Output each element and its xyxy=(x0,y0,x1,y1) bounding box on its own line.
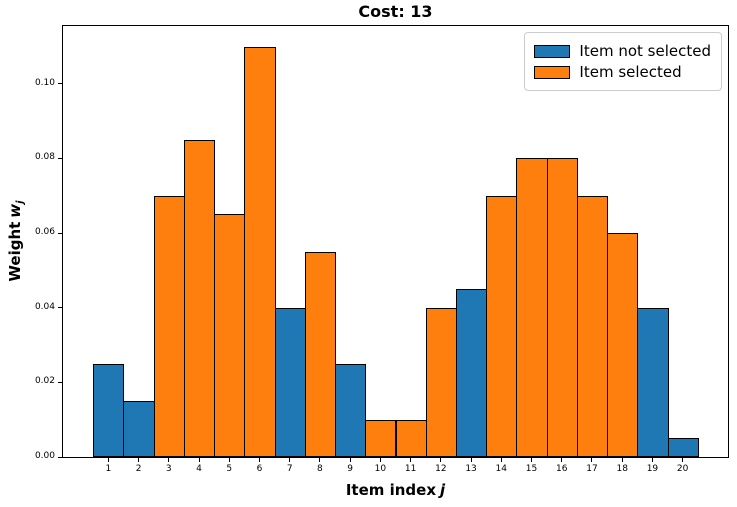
x-tick-label-17: 17 xyxy=(586,464,598,474)
y-tick-0.08 xyxy=(58,157,62,159)
x-tick-13 xyxy=(470,458,472,462)
bar-4 xyxy=(183,139,216,457)
y-tick-label-0.00: 0.00 xyxy=(34,451,55,461)
bar-5 xyxy=(214,214,246,457)
x-tick-8 xyxy=(319,458,321,462)
y-tick-label-0.06: 0.06 xyxy=(34,227,55,238)
x-tick-19 xyxy=(651,458,653,462)
x-tick-1 xyxy=(107,458,109,462)
x-axis-label: Item index j xyxy=(62,481,729,499)
bar-20 xyxy=(667,438,699,457)
bar-8 xyxy=(304,251,337,457)
y-tick-label-0.08: 0.08 xyxy=(34,152,55,163)
bar-7 xyxy=(274,307,306,457)
bar-15 xyxy=(516,158,548,457)
legend-item-selected: Item selected xyxy=(534,63,711,81)
y-tick-0.04 xyxy=(58,307,62,309)
legend-label-not-selected: Item not selected xyxy=(579,42,711,60)
bar-19 xyxy=(637,307,669,457)
x-tick-3 xyxy=(168,458,170,462)
x-tick-12 xyxy=(440,458,442,462)
x-tick-9 xyxy=(349,458,351,462)
y-tick-0.10 xyxy=(58,83,62,85)
y-axis-label: Weightwj xyxy=(6,200,26,281)
x-tick-2 xyxy=(138,458,140,462)
x-tick-5 xyxy=(228,458,230,462)
x-tick-18 xyxy=(621,458,623,462)
x-tick-label-13: 13 xyxy=(465,464,477,474)
x-tick-label-14: 14 xyxy=(495,464,507,474)
chart-title: Cost: 13 xyxy=(358,2,433,21)
y-tick-0.02 xyxy=(58,381,62,383)
legend-item-not-selected: Item not selected xyxy=(534,42,711,60)
bar-14 xyxy=(486,195,518,457)
x-axis-label-text: Item index xyxy=(345,481,437,499)
x-tick-10 xyxy=(379,458,381,462)
y-axis-label-var: w xyxy=(6,203,24,218)
x-tick-label-3: 3 xyxy=(165,464,172,474)
x-tick-label-2: 2 xyxy=(135,464,142,474)
legend-swatch-not-selected xyxy=(534,44,571,58)
legend-label-selected: Item selected xyxy=(579,63,682,81)
y-tick-0.06 xyxy=(58,232,62,234)
y-tick-label-0.04: 0.04 xyxy=(34,301,55,312)
bar-11 xyxy=(395,419,427,457)
x-tick-label-7: 7 xyxy=(286,464,293,474)
y-tick-0.00 xyxy=(58,456,62,458)
x-tick-label-19: 19 xyxy=(646,464,659,474)
x-tick-16 xyxy=(561,458,563,462)
bar-16 xyxy=(546,158,578,457)
y-tick-label-0.10: 0.10 xyxy=(34,77,55,88)
x-tick-14 xyxy=(500,458,502,462)
y-tick-label-0.02: 0.02 xyxy=(34,376,55,387)
y-axis-label-subscript: j xyxy=(15,200,26,204)
x-tick-label-5: 5 xyxy=(226,464,233,474)
bar-2 xyxy=(123,401,155,457)
x-tick-label-20: 20 xyxy=(676,464,689,474)
x-tick-label-16: 16 xyxy=(556,464,568,474)
bar-6 xyxy=(244,46,276,457)
bar-10 xyxy=(365,419,397,457)
x-axis-label-var: j xyxy=(440,481,446,499)
bar-3 xyxy=(153,195,185,457)
bar-18 xyxy=(607,233,639,457)
x-tick-label-10: 10 xyxy=(374,464,387,474)
x-tick-label-6: 6 xyxy=(256,464,263,474)
bar-12 xyxy=(425,307,457,457)
x-tick-label-15: 15 xyxy=(525,464,538,474)
x-tick-20 xyxy=(682,458,684,462)
legend-swatch-selected xyxy=(534,65,571,79)
x-tick-label-8: 8 xyxy=(317,464,323,474)
bar-17 xyxy=(576,195,609,457)
bar-1 xyxy=(93,363,125,457)
x-tick-7 xyxy=(289,458,291,462)
bar-9 xyxy=(335,363,367,457)
x-tick-17 xyxy=(591,458,593,462)
x-tick-label-9: 9 xyxy=(347,464,354,474)
x-tick-label-11: 11 xyxy=(404,464,417,474)
x-tick-label-12: 12 xyxy=(435,464,447,474)
x-tick-15 xyxy=(531,458,533,462)
x-tick-label-4: 4 xyxy=(196,464,202,474)
x-tick-4 xyxy=(198,458,200,462)
x-tick-11 xyxy=(410,458,412,462)
x-tick-6 xyxy=(258,458,260,462)
x-tick-label-1: 1 xyxy=(105,464,112,474)
legend: Item not selected Item selected xyxy=(524,32,722,91)
bar-13 xyxy=(455,289,488,457)
x-tick-label-18: 18 xyxy=(616,464,628,474)
